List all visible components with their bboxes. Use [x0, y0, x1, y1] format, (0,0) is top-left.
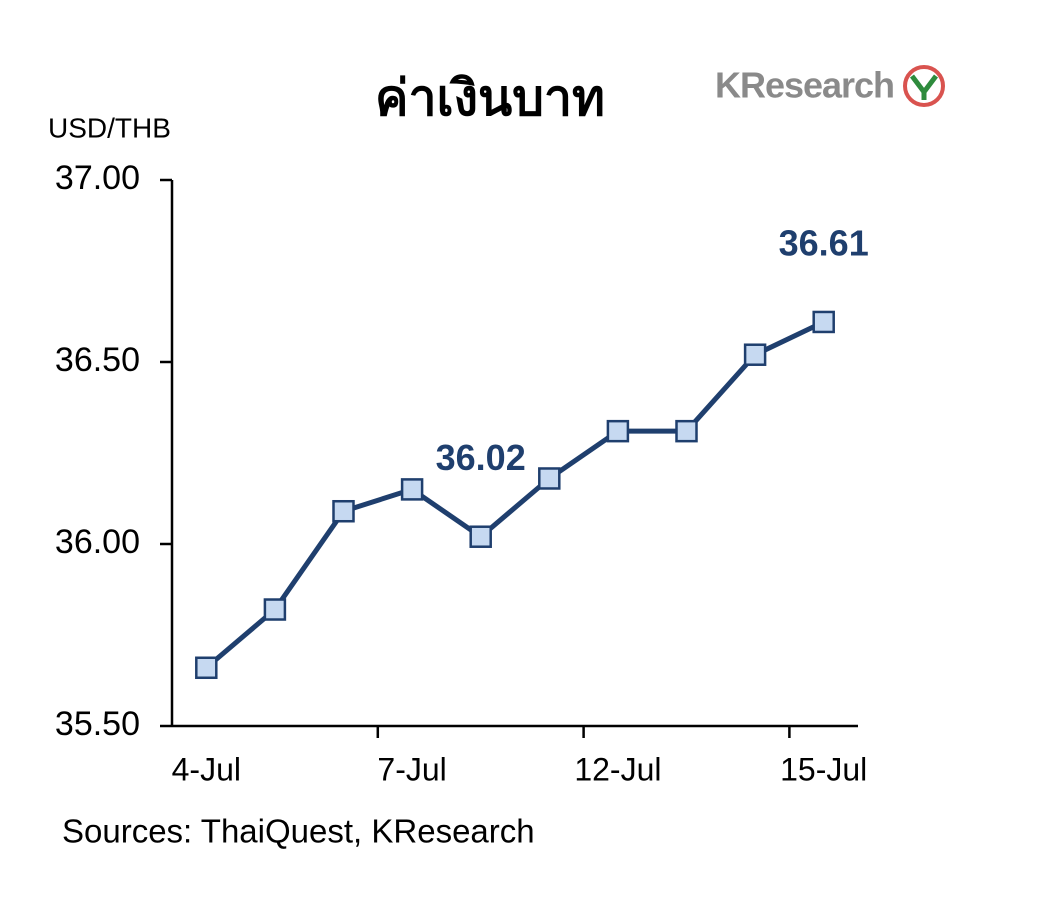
y-tick-label: 35.50	[55, 705, 140, 743]
marker	[743, 343, 767, 366]
y-tick-label: 36.50	[55, 341, 140, 379]
y-tick-label: 37.00	[55, 159, 140, 197]
marker	[675, 419, 698, 443]
logo-icon-leaf	[910, 74, 938, 100]
marker	[538, 467, 561, 490]
x-tick-label: 15-Jul	[780, 751, 867, 787]
source-note: Sources: ThaiQuest, KResearch	[62, 813, 535, 850]
chart-title: ค่าเงินบาท	[375, 70, 605, 126]
logo: KResearch	[715, 65, 895, 106]
marker	[400, 478, 424, 501]
marker	[606, 419, 630, 443]
series-line	[204, 319, 825, 670]
marker	[263, 598, 287, 621]
marker	[195, 656, 218, 680]
y-axis-label: USD/THB	[48, 112, 171, 143]
value-label: 36.02	[436, 437, 526, 478]
marker	[469, 525, 492, 548]
y-tick-label: 36.00	[55, 523, 140, 561]
x-tick-label: 12-Jul	[574, 751, 661, 787]
x-tick-label: 4-Jul	[172, 751, 241, 787]
marker	[332, 499, 355, 523]
marker	[812, 310, 835, 334]
x-tick-label: 7-Jul	[377, 751, 446, 787]
value-label: 36.61	[779, 222, 869, 263]
